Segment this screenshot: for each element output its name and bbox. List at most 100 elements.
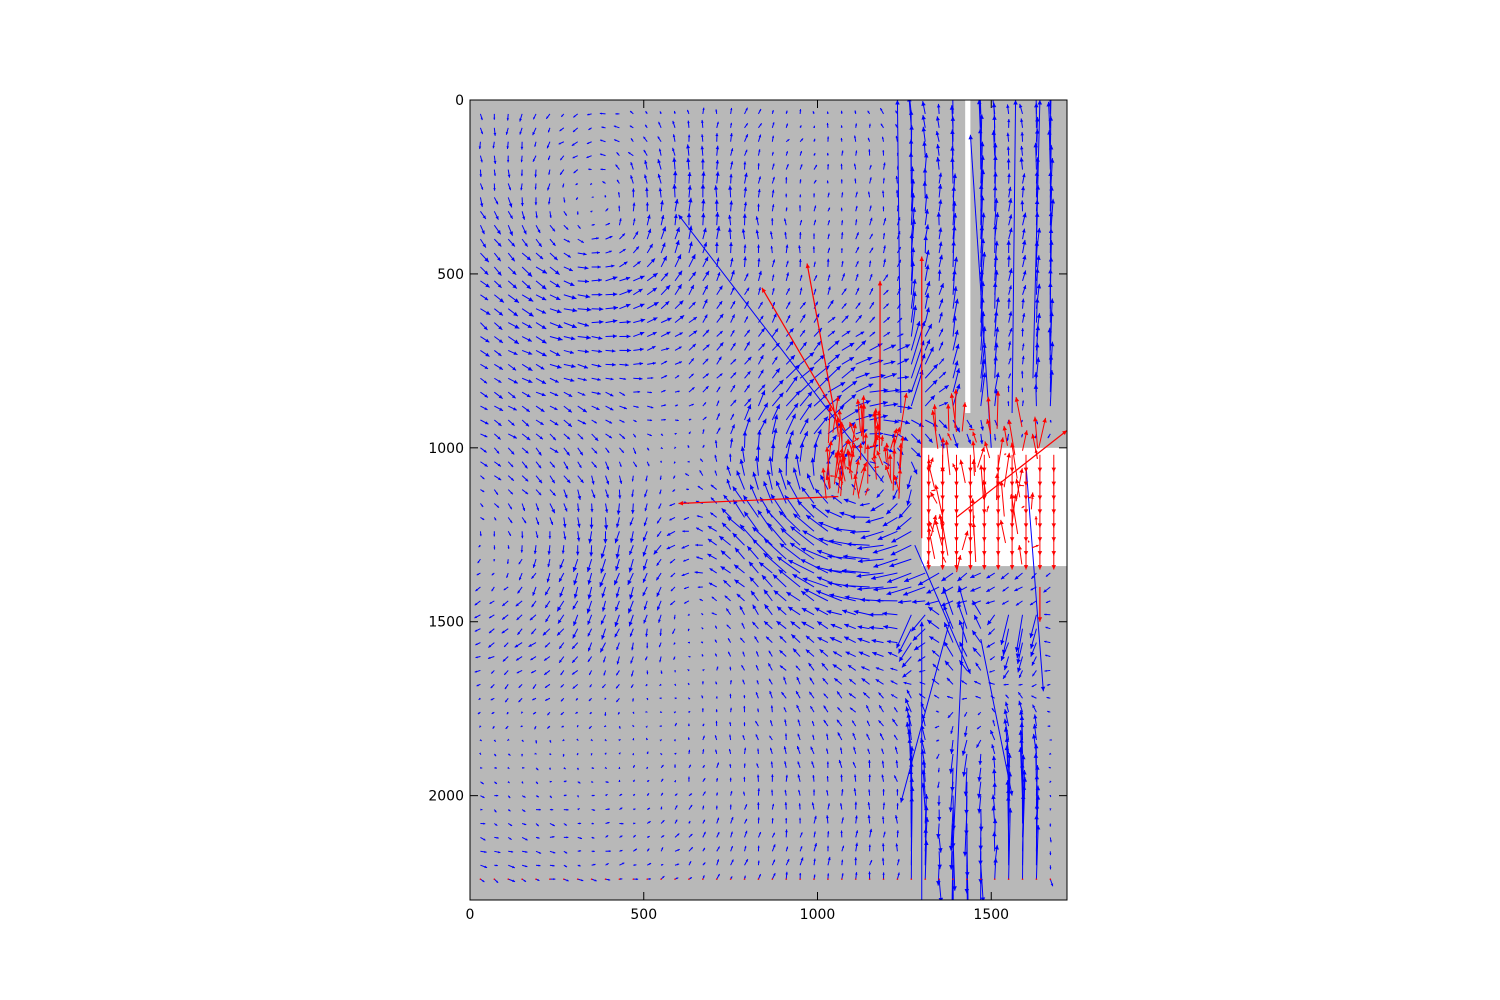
valid-vector-804 (827, 365, 842, 379)
valid-vector-1536 (616, 656, 620, 665)
valid-vector-1219 (600, 545, 607, 559)
valid-vector-1181 (521, 531, 524, 539)
valid-vector-1309 (957, 572, 968, 582)
valid-vector-564 (910, 261, 916, 295)
valid-vector-278 (922, 181, 928, 198)
valid-vector-1062 (645, 475, 648, 482)
valid-vector-1241 (890, 544, 912, 556)
valid-vector-1089 (577, 489, 582, 501)
valid-vector-1976 (896, 788, 899, 796)
valid-vector-1192 (666, 530, 676, 537)
valid-vector-897 (993, 388, 999, 407)
valid-vector-1865 (522, 766, 525, 769)
valid-vector-1477 (957, 602, 968, 629)
outlier-long-0 (678, 495, 839, 506)
valid-vector-704 (577, 349, 590, 354)
valid-vector-646 (910, 291, 917, 323)
valid-vector-760 (785, 354, 796, 365)
valid-vector-1598 (890, 667, 898, 671)
valid-vector-2163 (577, 864, 581, 867)
valid-vector-1188 (614, 531, 620, 544)
valid-vector-505 (660, 272, 669, 282)
valid-vector-541 (591, 292, 603, 297)
valid-vector-430 (757, 244, 761, 254)
valid-vector-879 (730, 399, 737, 407)
valid-vector-1320 (532, 586, 537, 596)
outlier-vectors (479, 256, 1067, 880)
valid-vector-695 (1035, 313, 1042, 337)
outlier-vector-104 (986, 396, 992, 434)
valid-vector-1434 (942, 586, 954, 615)
valid-vector-524 (924, 264, 930, 281)
valid-vector-1673 (769, 690, 773, 699)
valid-vector-560 (855, 287, 860, 295)
valid-vector-836 (702, 385, 709, 393)
valid-vector-382 (660, 226, 667, 240)
valid-vector-1123 (604, 503, 609, 513)
valid-vector-1457 (687, 628, 690, 632)
valid-vector-1594 (832, 663, 843, 671)
valid-vector-465 (674, 254, 682, 268)
valid-vector-724 (855, 340, 867, 351)
valid-vector-1978 (921, 769, 926, 796)
valid-vector-1253 (628, 558, 634, 573)
valid-vector-1447 (542, 628, 551, 636)
valid-vector-457 (563, 266, 573, 272)
valid-vector-2018 (896, 803, 899, 810)
valid-vector-605 (910, 278, 917, 309)
outlier-vector-130 (934, 519, 943, 546)
valid-vector-559 (841, 288, 847, 296)
valid-vector-360 (924, 208, 930, 226)
valid-vector-856 (994, 372, 1000, 393)
valid-vector-1474 (912, 628, 926, 641)
valid-vector-1306 (903, 572, 926, 583)
valid-vector-478 (855, 260, 859, 268)
valid-vector-2198 (480, 878, 485, 883)
outlier-vector-87 (961, 530, 969, 551)
valid-vector-2129 (688, 846, 694, 852)
valid-vector-1951 (549, 795, 553, 799)
valid-vector-1651 (1046, 683, 1051, 686)
valid-vector-687 (910, 305, 918, 337)
outlier-long-4 (956, 429, 1067, 518)
valid-vector-633 (730, 314, 736, 323)
valid-vector-755 (716, 356, 722, 365)
outlier-vector-136 (972, 515, 975, 522)
valid-vector-2004 (702, 805, 705, 810)
valid-vector-429 (743, 244, 747, 254)
valid-vector-625 (619, 320, 631, 325)
valid-vector-189 (827, 163, 830, 170)
valid-vector-1093 (631, 489, 634, 498)
valid-vector-1735 (1046, 710, 1051, 713)
valid-vector-1026 (591, 461, 598, 468)
valid-vector-962 (730, 424, 735, 435)
valid-vector-1855 (962, 753, 968, 777)
valid-vector-1760 (811, 720, 815, 727)
valid-vector-566 (938, 282, 944, 295)
valid-vector-2059 (881, 816, 885, 824)
valid-vector-515 (799, 274, 803, 282)
valid-vector-1789 (632, 738, 635, 741)
valid-vector-203 (1033, 142, 1038, 170)
valid-vector-553 (757, 287, 761, 295)
valid-vector-1843 (796, 745, 801, 755)
valid-vector-497 (549, 280, 561, 288)
valid-vector-301 (674, 198, 679, 212)
valid-vector-1458 (701, 627, 704, 630)
valid-vector-1001 (687, 445, 690, 449)
valid-vector-1903 (1048, 766, 1051, 769)
outlier-vector-34 (860, 395, 866, 437)
valid-vector-824 (535, 391, 546, 397)
valid-vector-192 (869, 164, 872, 170)
valid-vector-482 (909, 233, 915, 267)
valid-vector-1820 (479, 752, 482, 755)
valid-vector-1788 (618, 739, 621, 742)
valid-vector-1155 (603, 517, 609, 530)
valid-vector-1315 (1045, 572, 1051, 577)
valid-vector-219 (673, 170, 678, 184)
valid-vector-1223 (653, 544, 662, 555)
valid-vector-294 (576, 211, 579, 215)
valid-vector-1940 (977, 781, 982, 799)
outlier-dot (688, 878, 690, 880)
valid-vector-2021 (937, 809, 942, 822)
